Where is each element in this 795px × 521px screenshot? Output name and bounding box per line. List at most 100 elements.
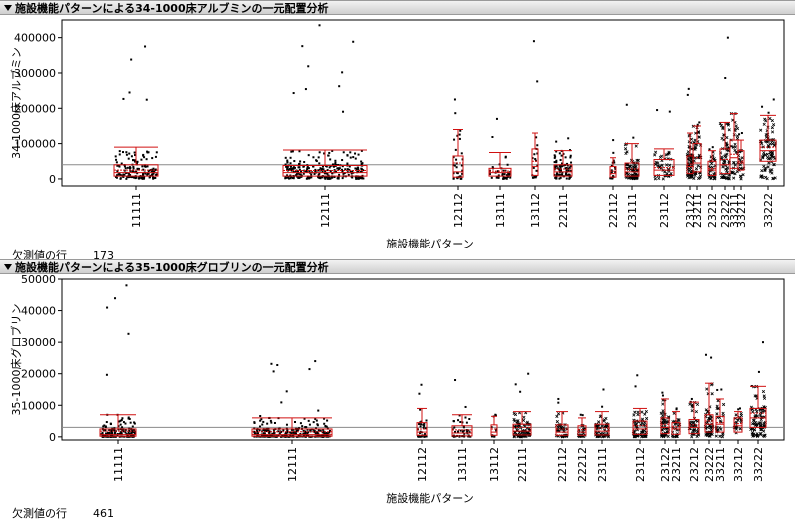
category-group (623, 103, 640, 181)
data-point (419, 425, 422, 428)
outlier-point (710, 356, 713, 359)
data-point (417, 435, 420, 438)
data-point (452, 420, 455, 423)
data-point (302, 172, 305, 175)
data-point (644, 434, 648, 439)
data-point (278, 433, 281, 436)
data-point (718, 419, 722, 423)
data-point (660, 163, 664, 167)
data-point (322, 435, 325, 438)
data-point (272, 432, 275, 435)
data-point (677, 418, 681, 422)
data-point (150, 170, 153, 173)
data-point (292, 171, 295, 174)
outlier-point (105, 373, 108, 376)
disclosure-triangle-icon[interactable] (4, 5, 12, 11)
data-point (132, 165, 135, 168)
data-point (664, 153, 668, 157)
data-point (357, 177, 360, 180)
data-point (119, 419, 122, 422)
panel2-missing-rows: 欠測値の行 461 (12, 505, 114, 521)
data-point (709, 383, 714, 387)
x-tick-label: 13111 (456, 447, 469, 482)
data-point (329, 170, 332, 173)
data-point (359, 177, 362, 180)
data-point (277, 434, 280, 437)
data-point (289, 162, 292, 165)
data-point (108, 431, 111, 434)
data-point (335, 170, 338, 173)
data-point (299, 422, 302, 425)
data-point (306, 428, 309, 431)
category-group (732, 407, 744, 435)
box (577, 425, 587, 436)
data-point (505, 174, 508, 177)
data-point (329, 158, 332, 161)
data-point (118, 153, 121, 156)
data-point (690, 404, 694, 408)
data-point (262, 429, 265, 432)
disclosure-triangle-icon[interactable] (4, 264, 12, 270)
data-point (285, 423, 288, 426)
data-point (755, 414, 760, 418)
data-point (298, 173, 301, 176)
data-point (130, 428, 133, 431)
category-group (691, 121, 703, 181)
data-point (124, 422, 127, 425)
data-point (131, 176, 134, 179)
data-point (561, 173, 564, 176)
data-point (721, 165, 725, 169)
x-tick-label: 12111 (319, 193, 332, 228)
data-point (558, 177, 561, 180)
panel2-title-bar[interactable]: 施設機能パターンによる35-1000床グロブリンの一元配置分析 (0, 259, 795, 274)
outlier-point (726, 36, 729, 39)
data-point (654, 162, 658, 167)
data-point (653, 153, 657, 157)
data-point (122, 151, 125, 154)
data-point (555, 414, 559, 418)
data-point (284, 431, 287, 434)
data-point (116, 434, 119, 437)
data-point (536, 164, 539, 167)
x-tick-label: 23222 (719, 193, 732, 228)
data-point (290, 176, 293, 179)
data-point (422, 426, 425, 429)
data-point (463, 432, 466, 435)
panel1-title-bar[interactable]: 施設機能パターンによる34-1000床アルブミンの一元配置分析 (0, 0, 795, 15)
data-point (286, 167, 289, 170)
data-point (694, 167, 699, 171)
data-point (289, 431, 292, 434)
data-point (725, 122, 729, 126)
data-point (350, 172, 353, 175)
data-point (768, 142, 772, 146)
data-point (117, 164, 120, 167)
data-point (312, 421, 315, 424)
data-point (613, 161, 616, 164)
data-point (468, 431, 471, 434)
outlier-point (632, 136, 635, 139)
data-point (307, 177, 310, 180)
data-point (115, 161, 118, 164)
category-group (488, 117, 512, 180)
data-point (323, 172, 326, 175)
data-point (282, 429, 285, 432)
data-point (129, 421, 132, 424)
outlier-point (259, 415, 262, 418)
data-point (141, 165, 144, 168)
data-point (709, 176, 713, 180)
data-point (132, 176, 135, 179)
data-point (687, 169, 691, 173)
data-point (772, 163, 776, 167)
data-point (331, 149, 334, 152)
data-point (460, 164, 463, 167)
data-point (317, 429, 320, 432)
data-point (334, 163, 337, 166)
outlier-point (491, 136, 494, 139)
data-point (567, 169, 570, 172)
data-point (560, 173, 563, 176)
outlier-point (536, 80, 539, 83)
outlier-point (341, 71, 344, 74)
data-point (292, 435, 295, 438)
data-point (488, 173, 491, 176)
data-point (555, 150, 558, 153)
